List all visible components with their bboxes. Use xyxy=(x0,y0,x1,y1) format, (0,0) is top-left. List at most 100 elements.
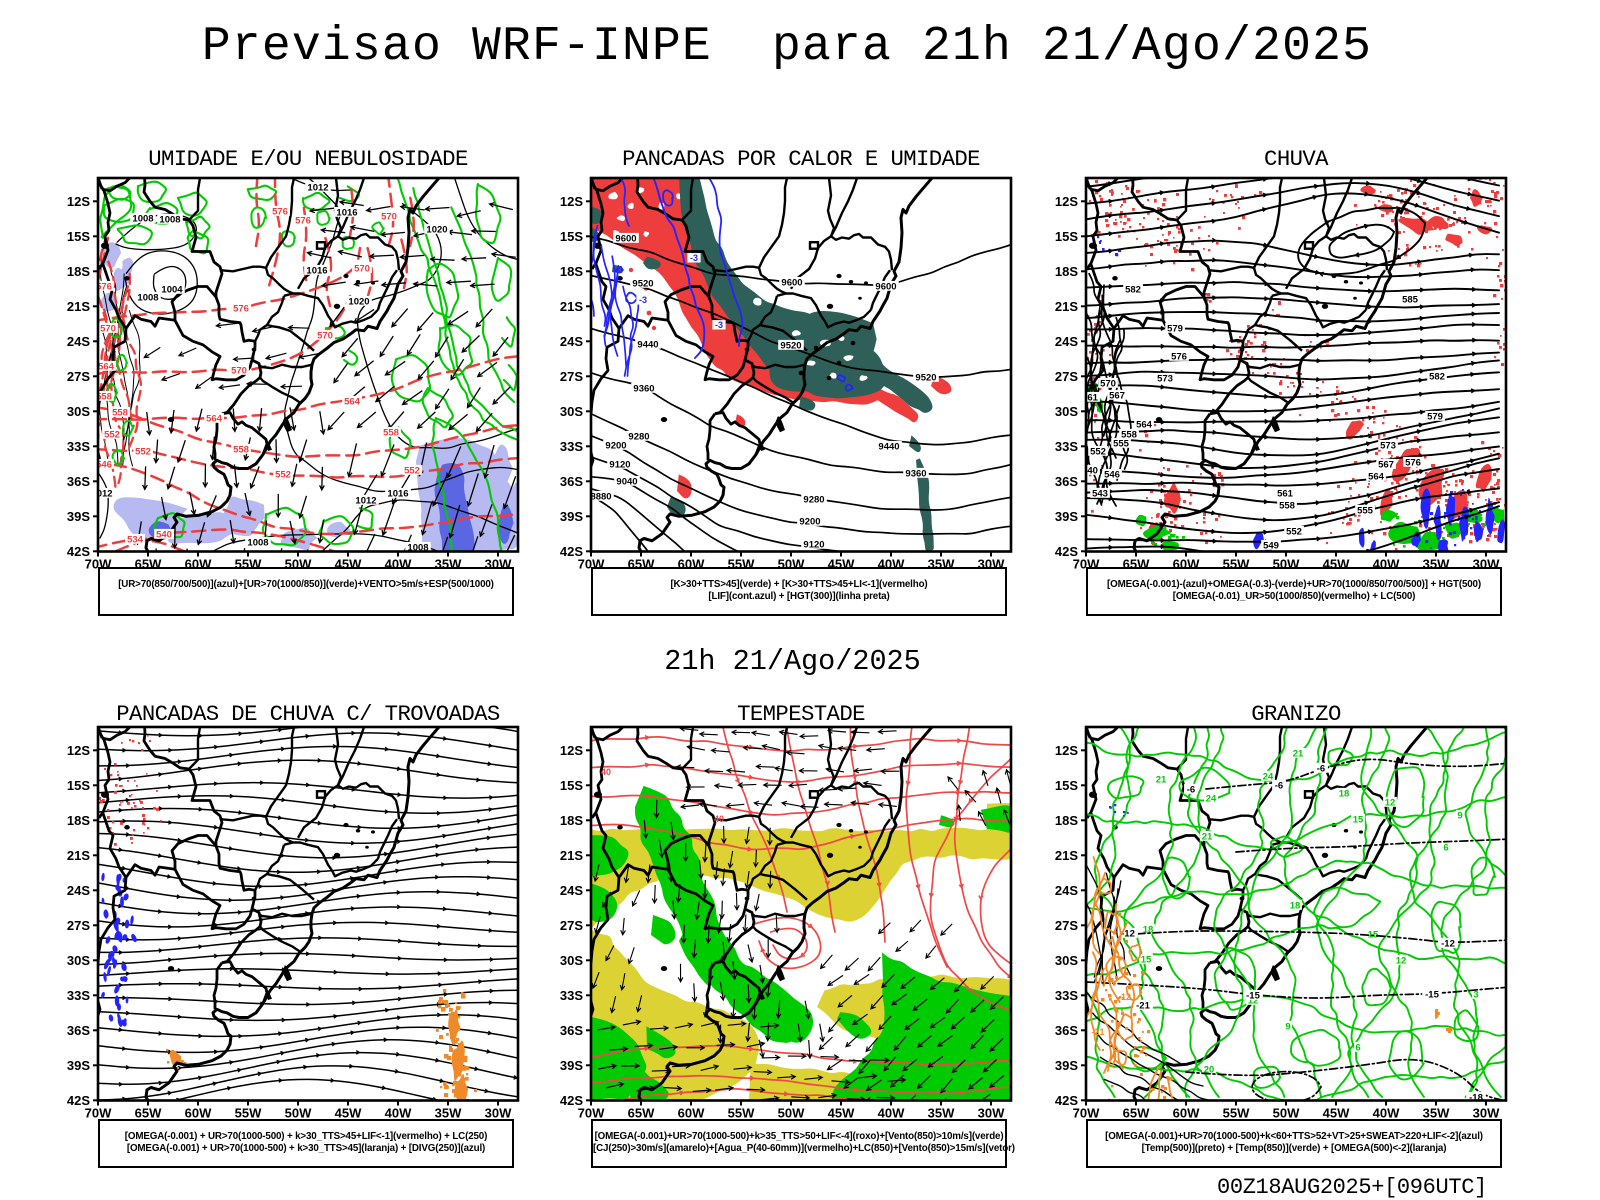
svg-text:9280: 9280 xyxy=(803,494,824,505)
svg-text:33S: 33S xyxy=(67,988,90,1003)
svg-text:36S: 36S xyxy=(1055,1023,1078,1038)
svg-text:40W: 40W xyxy=(385,556,412,571)
svg-text:546: 546 xyxy=(1104,469,1120,480)
svg-text:55W: 55W xyxy=(1223,1106,1250,1121)
svg-text:45W: 45W xyxy=(335,556,362,571)
svg-text:24S: 24S xyxy=(67,883,90,898)
svg-text:9520: 9520 xyxy=(632,278,653,289)
svg-text:561: 561 xyxy=(1082,392,1099,403)
svg-text:-6: -6 xyxy=(1275,780,1283,791)
svg-text:3: 3 xyxy=(1473,989,1478,1000)
svg-text:-3: -3 xyxy=(639,295,647,305)
svg-text:1012: 1012 xyxy=(307,182,328,193)
svg-text:570: 570 xyxy=(354,263,370,274)
svg-text:18S: 18S xyxy=(560,263,583,278)
svg-text:15S: 15S xyxy=(560,778,583,793)
svg-text:40W: 40W xyxy=(878,1106,905,1121)
svg-text:576: 576 xyxy=(96,281,112,292)
svg-text:564: 564 xyxy=(1136,419,1153,430)
svg-text:570: 570 xyxy=(231,365,247,376)
svg-text:55W: 55W xyxy=(1223,556,1250,571)
svg-text:50W: 50W xyxy=(1273,556,1300,571)
svg-text:12: 12 xyxy=(1396,955,1407,966)
svg-text:42S: 42S xyxy=(560,1093,583,1108)
svg-text:9: 9 xyxy=(1457,810,1462,821)
svg-text:36S: 36S xyxy=(67,473,90,488)
svg-text:9200: 9200 xyxy=(799,516,820,527)
svg-text:35W: 35W xyxy=(435,556,462,571)
svg-text:-12: -12 xyxy=(1441,938,1455,949)
svg-text:65W: 65W xyxy=(135,1106,162,1121)
svg-text:39S: 39S xyxy=(560,1058,583,1073)
svg-text:558: 558 xyxy=(112,407,128,418)
svg-text:576: 576 xyxy=(1171,351,1187,362)
svg-text:24: 24 xyxy=(1206,793,1217,804)
svg-text:42S: 42S xyxy=(1055,543,1078,558)
svg-text:567: 567 xyxy=(1109,390,1125,401)
svg-text:21: 21 xyxy=(1202,831,1213,842)
svg-text:540: 540 xyxy=(1082,465,1098,476)
svg-text:1008: 1008 xyxy=(137,292,158,303)
svg-text:12S: 12S xyxy=(67,743,90,758)
svg-text:30W: 30W xyxy=(485,556,512,571)
svg-text:576: 576 xyxy=(1405,457,1421,468)
svg-text:9440: 9440 xyxy=(637,339,658,350)
svg-text:24S: 24S xyxy=(560,883,583,898)
svg-text:33S: 33S xyxy=(560,438,583,453)
svg-text:50W: 50W xyxy=(1273,1106,1300,1121)
svg-text:573: 573 xyxy=(1380,440,1396,451)
svg-text:-3: -3 xyxy=(715,320,723,330)
svg-text:45W: 45W xyxy=(335,1106,362,1121)
svg-text:40W: 40W xyxy=(385,1106,412,1121)
svg-text:40W: 40W xyxy=(878,556,905,571)
svg-text:570: 570 xyxy=(1100,378,1116,389)
svg-text:534: 534 xyxy=(127,534,144,545)
svg-text:50W: 50W xyxy=(285,556,312,571)
svg-text:45W: 45W xyxy=(828,1106,855,1121)
svg-text:561: 561 xyxy=(1277,488,1294,499)
svg-text:39S: 39S xyxy=(67,1058,90,1073)
svg-text:36S: 36S xyxy=(1055,473,1078,488)
svg-text:1012: 1012 xyxy=(355,495,376,506)
svg-text:18S: 18S xyxy=(67,813,90,828)
svg-text:65W: 65W xyxy=(628,556,655,571)
svg-text:564: 564 xyxy=(206,413,223,424)
svg-text:70W: 70W xyxy=(1073,1106,1100,1121)
svg-text:36S: 36S xyxy=(67,1023,90,1038)
svg-text:60W: 60W xyxy=(185,1106,212,1121)
svg-text:60W: 60W xyxy=(678,1106,705,1121)
svg-text:45W: 45W xyxy=(1323,1106,1350,1121)
svg-text:35W: 35W xyxy=(1423,556,1450,571)
svg-text:27S: 27S xyxy=(67,918,90,933)
svg-text:15S: 15S xyxy=(67,778,90,793)
svg-text:573: 573 xyxy=(1157,373,1173,384)
svg-text:582: 582 xyxy=(1429,371,1445,382)
svg-text:1020: 1020 xyxy=(348,296,369,307)
svg-text:543: 543 xyxy=(1092,488,1108,499)
svg-text:564: 564 xyxy=(1368,471,1385,482)
svg-text:1008: 1008 xyxy=(247,537,268,548)
svg-text:15: 15 xyxy=(1353,814,1364,825)
svg-text:39S: 39S xyxy=(1055,1058,1078,1073)
svg-text:42S: 42S xyxy=(67,543,90,558)
svg-text:552: 552 xyxy=(1286,526,1302,537)
svg-text:30W: 30W xyxy=(978,556,1005,571)
svg-text:9600: 9600 xyxy=(781,277,802,288)
svg-text:552: 552 xyxy=(404,465,420,476)
svg-text:576: 576 xyxy=(295,215,311,226)
svg-text:35W: 35W xyxy=(435,1106,462,1121)
svg-text:12: 12 xyxy=(1248,995,1259,1006)
svg-text:30W: 30W xyxy=(978,1106,1005,1121)
svg-text:65W: 65W xyxy=(1123,1106,1150,1121)
svg-text:9360: 9360 xyxy=(905,468,926,479)
svg-text:30S: 30S xyxy=(560,953,583,968)
svg-text:65W: 65W xyxy=(135,556,162,571)
svg-text:60W: 60W xyxy=(678,556,705,571)
svg-text:21S: 21S xyxy=(1055,848,1078,863)
svg-text:60W: 60W xyxy=(1173,1106,1200,1121)
svg-text:1016: 1016 xyxy=(336,207,357,218)
svg-text:70W: 70W xyxy=(578,1106,605,1121)
svg-text:558: 558 xyxy=(96,391,112,402)
svg-text:12S: 12S xyxy=(1055,193,1078,208)
svg-text:50W: 50W xyxy=(285,1106,312,1121)
